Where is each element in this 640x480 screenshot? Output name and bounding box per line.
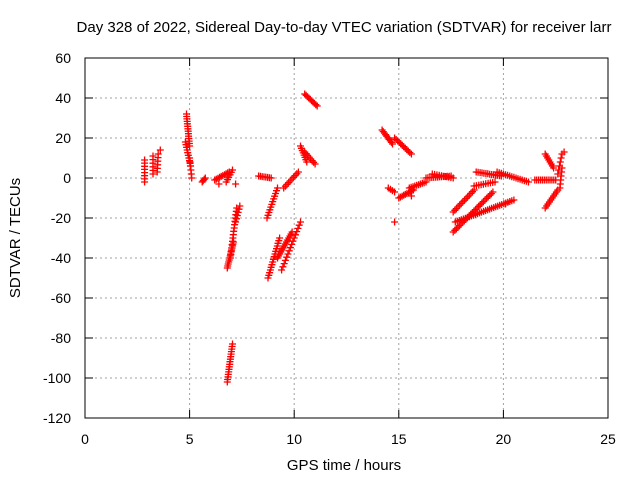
- data-point: [232, 218, 240, 226]
- data-point: [489, 188, 497, 196]
- y-tick-label: -60: [51, 290, 71, 306]
- y-tick-label: 40: [55, 90, 71, 106]
- data-point: [286, 244, 294, 252]
- data-point: [236, 202, 244, 210]
- x-tick-label: 0: [81, 431, 89, 447]
- data-point: [451, 226, 459, 234]
- data-point: [229, 340, 236, 348]
- data-point: [154, 150, 162, 158]
- data-point: [280, 260, 288, 268]
- data-point: [156, 146, 164, 154]
- y-tick-label: -20: [51, 210, 71, 226]
- data-point: [558, 164, 566, 172]
- data-point: [479, 198, 487, 206]
- plot-frame: [84, 57, 609, 419]
- data-point: [557, 154, 565, 162]
- data-point: [389, 140, 396, 148]
- data-point: [294, 168, 302, 176]
- x-tick-label: 5: [186, 431, 194, 447]
- data-point: [491, 178, 499, 186]
- data-point: [550, 164, 558, 172]
- data-point: [267, 174, 275, 182]
- data-point: [233, 212, 241, 220]
- data-point: [502, 200, 509, 208]
- grid-lines: [85, 58, 608, 418]
- data-point: [229, 166, 236, 174]
- x-axis-label: GPS time / hours: [287, 457, 401, 474]
- data-point: [200, 175, 208, 183]
- data-point: [525, 178, 532, 186]
- data-point: [149, 152, 157, 160]
- data-point: [288, 240, 296, 248]
- data-point: [289, 237, 297, 245]
- y-tick-label: 0: [63, 170, 71, 186]
- data-point: [233, 215, 240, 223]
- data-point: [303, 158, 311, 166]
- data-point: [292, 231, 299, 239]
- data-point: [449, 228, 457, 236]
- data-point: [475, 202, 483, 210]
- data-point: [294, 224, 302, 232]
- data-point: [201, 174, 209, 182]
- data-point: [487, 190, 495, 198]
- data-points: [141, 90, 568, 386]
- data-point: [452, 225, 460, 233]
- data-point: [556, 158, 564, 166]
- data-point: [274, 184, 281, 192]
- data-point: [484, 193, 492, 201]
- data-point: [312, 101, 320, 109]
- x-tick-label: 10: [286, 431, 302, 447]
- data-point: [284, 250, 292, 258]
- data-point: [478, 199, 486, 207]
- x-tick-label: 25: [600, 431, 616, 447]
- data-point: [283, 253, 291, 261]
- data-point: [406, 149, 414, 156]
- y-tick-label: 20: [55, 130, 71, 146]
- data-point: [188, 174, 196, 182]
- data-point: [290, 234, 298, 242]
- data-point: [141, 156, 149, 164]
- data-point: [234, 208, 242, 216]
- data-point: [449, 174, 457, 182]
- data-point: [481, 196, 489, 204]
- x-tick-label: 20: [496, 431, 512, 447]
- data-point: [407, 150, 415, 158]
- chart-title: Day 328 of 2022, Sidereal Day-to-day VTE…: [77, 19, 612, 36]
- y-axis-label: SDTVAR / TECUs: [7, 178, 24, 298]
- data-point: [297, 218, 304, 226]
- data-point: [407, 192, 415, 200]
- y-tick-label: 60: [55, 50, 71, 66]
- data-point: [387, 138, 395, 146]
- data-point: [313, 102, 321, 110]
- data-point: [454, 223, 462, 231]
- data-point: [311, 160, 319, 168]
- data-point: [391, 188, 399, 196]
- data-point: [279, 263, 287, 271]
- data-point: [235, 205, 243, 213]
- data-point: [486, 191, 494, 199]
- data-point: [483, 194, 491, 202]
- data-point: [276, 234, 284, 242]
- data-point: [510, 196, 518, 204]
- data-point: [285, 247, 293, 255]
- data-point: [391, 218, 399, 226]
- data-point: [281, 256, 289, 264]
- y-tick-label: -100: [43, 370, 71, 386]
- data-point: [232, 180, 240, 188]
- x-tick-label: 15: [391, 431, 407, 447]
- data-point: [295, 221, 303, 229]
- data-point: [215, 180, 223, 188]
- data-point: [278, 266, 286, 274]
- y-tick-label: -40: [51, 250, 71, 266]
- data-point: [476, 201, 484, 209]
- y-tick-label: -120: [43, 410, 71, 426]
- y-tick-label: -80: [51, 330, 71, 346]
- data-point: [293, 228, 301, 236]
- data-point: [560, 148, 568, 156]
- data-point: [186, 142, 194, 150]
- tick-labels: -120 -100 -80 -60 -40 -20 0 20 40 60 0 5 10 15 20 25: [43, 50, 616, 447]
